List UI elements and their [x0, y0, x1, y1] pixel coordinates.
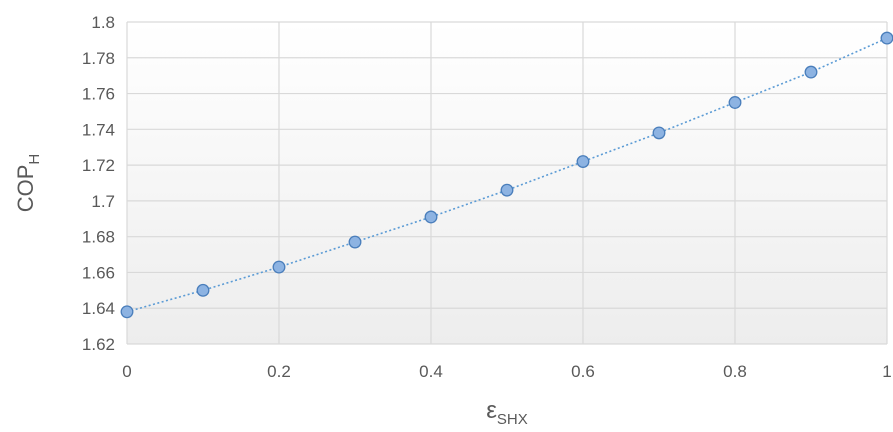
y-tick-label: 1.74 [82, 120, 115, 139]
y-axis-title-main: COP [13, 165, 38, 213]
trendline [126, 37, 888, 313]
data-point [424, 210, 438, 224]
y-tick-label: 1.66 [82, 263, 115, 282]
data-point [576, 155, 590, 168]
y-tick-label: 1.78 [82, 49, 115, 68]
x-tick-label: 0.8 [723, 362, 747, 381]
y-tick-label: 1.76 [82, 85, 115, 104]
data-point [728, 96, 742, 109]
data-point [196, 283, 210, 297]
x-axis-title: εSHX [486, 397, 528, 428]
y-tick-label: 1.68 [82, 228, 115, 247]
x-tick-label: 0.4 [419, 362, 443, 381]
x-tick-label: 0.2 [267, 362, 291, 381]
data-point [804, 65, 818, 79]
data-points [120, 31, 893, 319]
data-point [652, 126, 666, 140]
gridlines [126, 21, 888, 345]
x-axis-title-main: ε [486, 397, 497, 424]
y-tick-label: 1.8 [91, 13, 115, 32]
data-point [500, 183, 514, 197]
plot-area [127, 22, 887, 344]
x-axis-ticks: 0 0.2 0.4 0.6 0.8 1 [122, 362, 891, 381]
x-tick-label: 1 [882, 362, 891, 381]
data-point [272, 260, 286, 274]
data-point [880, 31, 893, 45]
y-tick-label: 1.62 [82, 335, 115, 354]
x-axis-title-sub: SHX [497, 411, 528, 428]
y-tick-label: 1.72 [82, 156, 115, 175]
x-tick-label: 0.6 [571, 362, 595, 381]
data-point [120, 305, 134, 319]
y-tick-label: 1.7 [91, 192, 115, 211]
data-point [348, 235, 362, 249]
y-axis-ticks: 1.62 1.64 1.66 1.68 1.7 1.72 1.74 1.76 1.78 1.8 [82, 13, 115, 354]
y-axis-title: COPH [13, 154, 43, 213]
y-tick-label: 1.64 [82, 299, 115, 318]
y-axis-title-sub: H [26, 154, 43, 165]
x-tick-label: 0 [122, 362, 131, 381]
